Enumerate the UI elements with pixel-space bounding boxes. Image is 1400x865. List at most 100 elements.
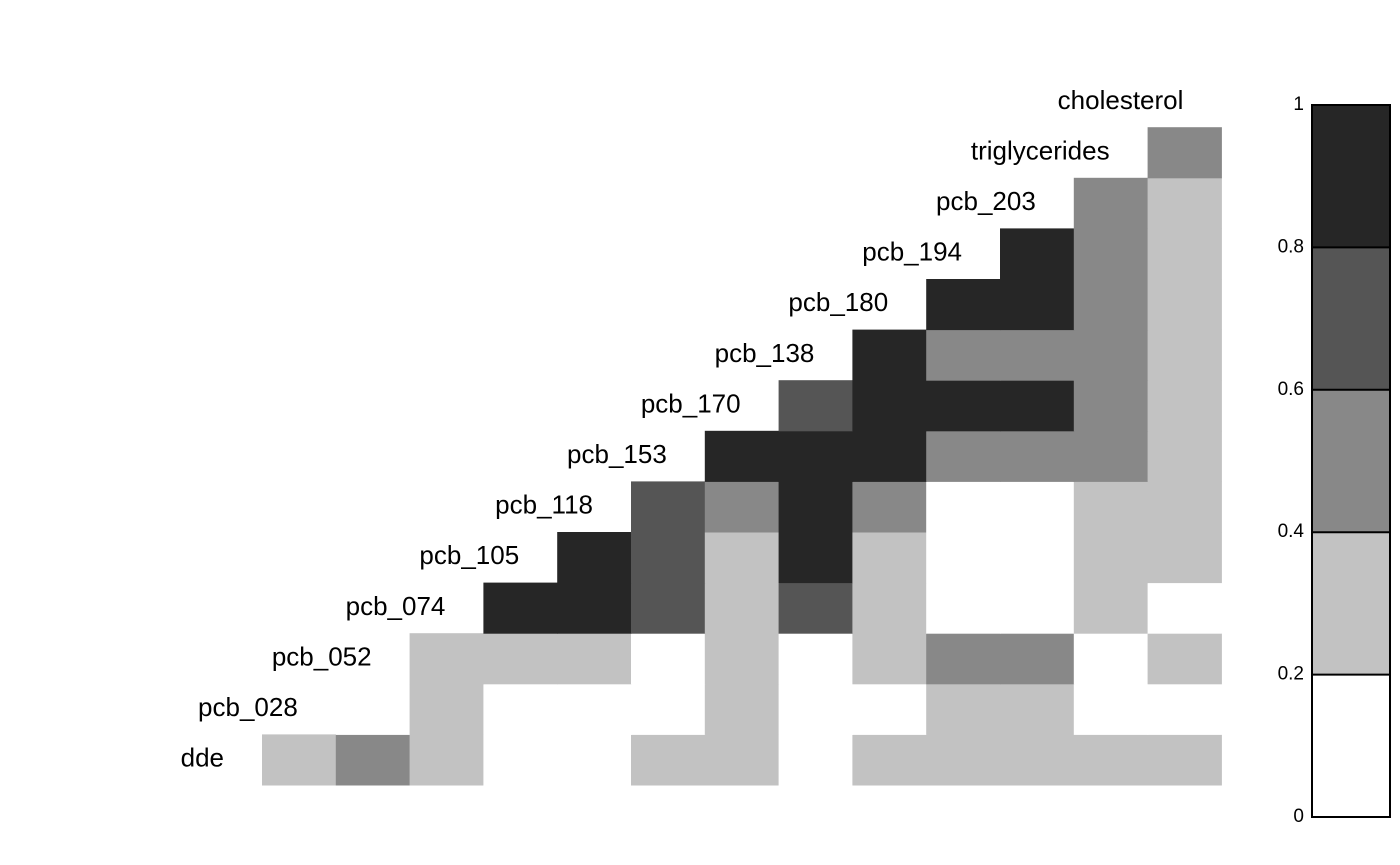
heatmap-cell [631,633,706,685]
variable-label: triglycerides [971,135,1110,165]
heatmap-cell [1073,430,1149,482]
variable-label: pcb_194 [862,237,962,267]
heatmap-cell [852,329,927,381]
heatmap-cell [852,430,927,482]
heatmap-cell [778,481,853,533]
heatmap-cell [778,734,853,786]
heatmap-cell [778,430,853,482]
heatmap-cell [1000,279,1075,331]
colorbar-bin [1312,247,1390,390]
heatmap-cell [335,734,411,786]
heatmap-cell [778,532,853,584]
heatmap-cell [926,582,1001,634]
heatmap-cell [483,734,558,786]
heatmap-cell [704,683,780,735]
heatmap-cell [335,683,411,735]
variable-label: pcb_180 [788,287,888,317]
heatmap-cell [778,582,853,634]
heatmap-cell [1147,279,1222,331]
heatmap-cell [852,532,927,584]
heatmap-cell [1073,582,1149,634]
heatmap-cell [483,683,558,735]
heatmap-cell [1147,734,1222,786]
heatmap-cell [926,734,1001,786]
heatmap-cell [1000,633,1075,685]
colorbar-tick-label: 0.2 [1278,664,1304,685]
heatmap-cell [1000,430,1075,482]
colorbar-bin [1312,389,1390,533]
heatmap-cell [852,633,927,685]
colorbar-bin [1312,674,1390,817]
heatmap-cell [926,532,1001,584]
heatmap-cell [483,582,558,634]
colorbar-tick-label: 0.6 [1278,379,1304,400]
variable-label: pcb_203 [936,186,1036,216]
heatmap-cell [1147,532,1222,584]
heatmap-cell [704,633,780,685]
heatmap-cell [557,683,632,735]
heatmap-cell [557,633,632,685]
heatmap-cell [852,582,927,634]
heatmap-cell [1147,582,1222,634]
heatmap-cell [1000,582,1075,634]
heatmap-cell [1147,633,1222,685]
heatmap-cell [483,633,558,685]
heatmap-cell [1147,481,1222,533]
heatmap-cell [1073,380,1149,432]
heatmap-cell [1073,633,1149,685]
heatmap-cell [704,582,780,634]
heatmap-cell [1073,734,1149,786]
heatmap-cell [557,582,632,634]
colorbar-bin [1312,532,1390,675]
heatmap-cell [262,734,337,786]
heatmap-cell [778,683,853,735]
heatmap-cell [1000,683,1075,735]
colorbar-tick-label: 1 [1293,94,1304,115]
colorbar-tick-label: 0.8 [1278,236,1304,257]
heatmap-cell [1000,380,1075,432]
heatmap-cell [557,734,632,786]
heatmap-cell [1147,430,1222,482]
heatmap-cell [852,734,927,786]
heatmap-cell [1147,177,1222,229]
heatmap-cell [926,430,1001,482]
heatmap-cell [1147,683,1222,735]
heatmap-cell [852,380,927,432]
colorbar-frame [1311,104,1391,818]
heatmap-cell [704,481,780,533]
heatmap-cell [409,683,484,735]
variable-label: pcb_138 [715,338,815,368]
heatmap-cell [852,683,927,735]
heatmap-cell [1000,228,1075,280]
heatmap-cell [926,683,1001,735]
variable-label: cholesterol [1058,85,1184,115]
heatmap-cell [557,532,632,584]
heatmap-cell [631,683,706,735]
heatmap-cell [926,329,1001,381]
heatmap-cell [631,532,706,584]
variable-label: dde [181,743,224,773]
heatmap-cell [1147,228,1222,280]
variable-label: pcb_153 [567,439,667,469]
heatmap-cell [778,380,853,432]
heatmap-cell [1073,683,1149,735]
heatmap-cell [1073,481,1149,533]
heatmap-cell [926,481,1001,533]
heatmap-cell [409,633,484,685]
heatmap-cell [704,430,780,482]
colorbar-bin [1312,105,1390,248]
heatmap-cell [926,633,1001,685]
heatmap-cell [1073,177,1149,229]
heatmap-cell [631,734,706,786]
colorbar-tick-label: 0.4 [1278,521,1305,542]
variable-label: pcb_105 [419,540,519,570]
heatmap-cell [778,633,853,685]
heatmap-cell [1073,532,1149,584]
heatmap-cell [704,532,780,584]
heatmap-cell [631,481,706,533]
variable-label: pcb_028 [198,692,298,722]
heatmap-cell [1073,279,1149,331]
heatmap-cell [1147,127,1222,179]
heatmap-cell [852,481,927,533]
colorbar-tick-label: 0 [1293,806,1304,827]
